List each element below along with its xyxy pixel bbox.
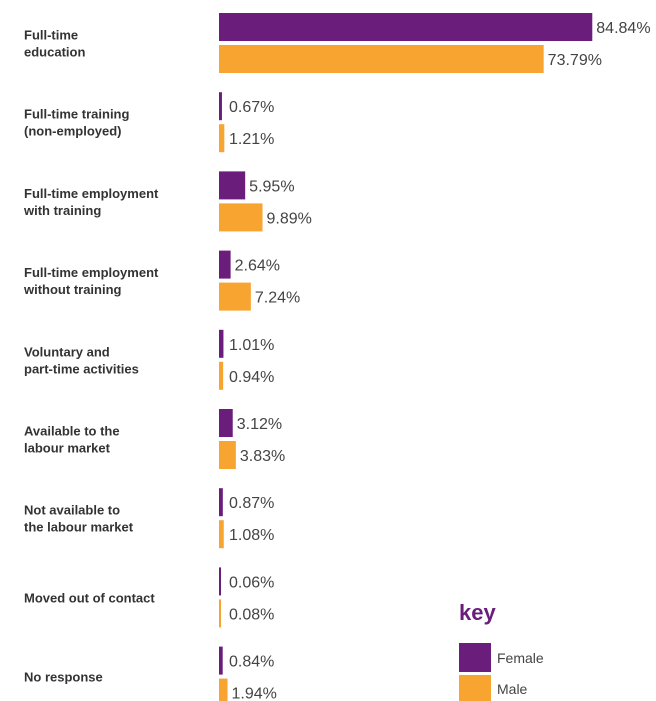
- data-label-male: 1.94%: [232, 686, 277, 701]
- bar-male: [219, 441, 236, 469]
- legend-swatch-female: [459, 643, 491, 672]
- bar-female: [219, 409, 233, 437]
- bar-male: [219, 678, 228, 701]
- data-label-male: 1.21%: [229, 131, 274, 148]
- data-label-female: 3.12%: [237, 416, 282, 433]
- data-label-female: 0.06%: [229, 574, 274, 591]
- data-label-female: 0.87%: [229, 495, 274, 512]
- bar-female: [219, 329, 224, 358]
- legend-label-male: Male: [497, 681, 528, 697]
- data-label-male: 0.94%: [229, 369, 274, 386]
- category-labels: Full-time education Full-time training (non…: [23, 28, 159, 685]
- data-label-female: 0.67%: [229, 99, 274, 116]
- category-label: Not available to the labour market: [24, 503, 134, 535]
- category-label: Voluntary and part-time activities: [24, 344, 139, 376]
- bar-male: [219, 203, 263, 232]
- category-label: Full-time employment without training: [23, 265, 159, 297]
- data-label-male: 73.79%: [548, 52, 602, 69]
- bar-female: [219, 171, 246, 200]
- bar-male: [219, 599, 221, 628]
- data-label-female: 0.84%: [229, 654, 274, 671]
- bar-female: [219, 488, 223, 517]
- data-label-male: 9.89%: [267, 210, 312, 227]
- bar-female: [219, 13, 593, 41]
- data-label-female: 5.95%: [249, 178, 294, 195]
- data-label-female: 1.01%: [229, 337, 274, 354]
- bar-male: [219, 282, 251, 311]
- bar-female: [219, 646, 223, 675]
- category-label: Available to the labour market: [24, 424, 120, 456]
- legend-title: key: [459, 600, 496, 625]
- legend: key Female Male: [459, 600, 544, 701]
- legend-swatch-male: [459, 675, 491, 701]
- category-label: No response: [24, 670, 103, 685]
- bar-female: [219, 567, 221, 596]
- legend-label-female: Female: [497, 650, 544, 666]
- bar-male: [219, 361, 224, 390]
- category-label: Full-time training (non-employed): [24, 107, 130, 139]
- data-label-male: 0.08%: [229, 606, 274, 623]
- data-label-female: 84.84%: [596, 20, 650, 37]
- bar-male: [219, 124, 225, 153]
- bar-female: [219, 92, 222, 121]
- data-label-male: 3.83%: [240, 448, 285, 465]
- data-label-female: 2.64%: [235, 258, 280, 275]
- category-label: Full-time employment with training: [23, 186, 159, 218]
- value-labels: 84.84% 73.79% 0.67% 1.21% 5.95% 9.89% 2.64% 7.2…: [229, 20, 651, 701]
- bars-group: [219, 13, 593, 701]
- bar-male: [219, 520, 224, 549]
- data-label-male: 1.08%: [229, 527, 274, 544]
- bar-female: [219, 250, 231, 279]
- data-label-male: 7.24%: [255, 290, 300, 307]
- bar-male: [219, 45, 544, 73]
- category-label: Moved out of contact: [24, 590, 155, 605]
- category-label: Full-time education: [24, 28, 85, 60]
